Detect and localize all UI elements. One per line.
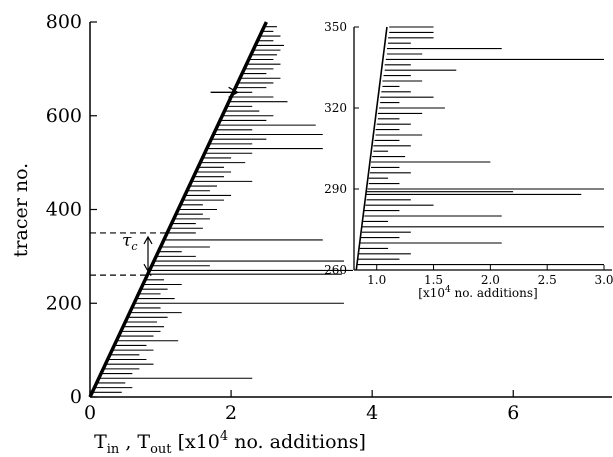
y-axis-label: tracer no. xyxy=(10,163,32,257)
y-tick-label: 200 xyxy=(46,292,82,314)
inset-x-tick-label: 1.5 xyxy=(424,273,443,287)
inset-x-axis-label: [x104 no. additions] xyxy=(418,285,537,300)
x-tick-label: 4 xyxy=(366,402,378,424)
inset-x-label-open: [x10 xyxy=(418,286,445,300)
inset-plot: 260 290 320 350 1.0 1.5 2.0 2.5 3.0 xyxy=(324,20,613,287)
inset-y-tick-label: 260 xyxy=(324,263,347,277)
y-tick-label: 600 xyxy=(46,105,82,127)
tau-symbol: τ xyxy=(122,231,132,251)
y-tick-label: 800 xyxy=(46,11,82,33)
inset-series-line-tin xyxy=(355,26,388,271)
x-label-tout: T xyxy=(137,431,150,453)
series-line-tin xyxy=(88,21,268,398)
inset-y-tick-label: 290 xyxy=(324,182,347,196)
main-plot: 0 200 400 600 800 0 2 4 6 xyxy=(46,11,612,424)
x-tick-label: 2 xyxy=(225,402,237,424)
inset-background xyxy=(353,26,613,281)
inset-x-tick-label: 2.5 xyxy=(538,273,557,287)
x-label-tout-sub: out xyxy=(150,442,172,457)
x-tick-label: 6 xyxy=(507,402,519,424)
tau-annotation: τc xyxy=(122,231,138,253)
tau-subscript: c xyxy=(131,240,137,253)
pointer-arrow-head xyxy=(228,86,239,98)
x-label-sep: , xyxy=(119,431,137,453)
y-tick-label: 0 xyxy=(70,386,82,408)
inset-x-label-close: no. additions] xyxy=(451,286,538,300)
x-label-tin-sub: in xyxy=(107,442,120,457)
tau-arrow-head-top xyxy=(143,235,153,245)
inset-x-label-exp: 4 xyxy=(445,285,451,295)
inset-x-tick-label: 2.0 xyxy=(481,273,500,287)
tau-arrow-head-bottom xyxy=(143,263,153,273)
x-axis-label: Tin , Tout [x104 no. additions] xyxy=(94,429,366,457)
inset-x-tick-label: 3.0 xyxy=(594,273,613,287)
y-tick-label: 400 xyxy=(46,199,82,221)
inset-x-tick-label: 1.0 xyxy=(367,273,386,287)
x-label-tin: T xyxy=(94,431,107,453)
x-tick-label: 0 xyxy=(84,402,96,424)
x-label-open: [x10 xyxy=(172,431,220,453)
inset-y-tick-label: 350 xyxy=(324,20,347,34)
x-label-exp: 4 xyxy=(220,429,228,444)
inset-y-tick-label: 320 xyxy=(324,101,347,115)
x-label-close: no. additions] xyxy=(228,431,366,453)
